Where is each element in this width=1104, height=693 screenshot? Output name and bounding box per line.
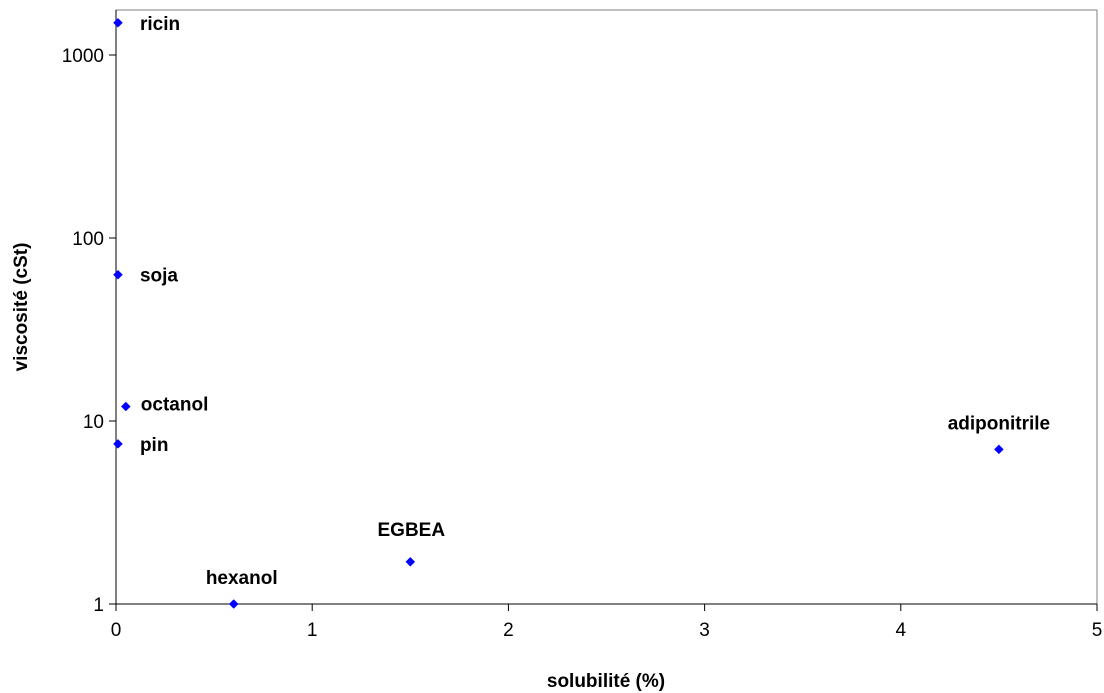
x-axis-title: solubilité (%) [547, 671, 665, 692]
y-axis-title: viscosité (cSt) [11, 243, 32, 372]
x-tick-label: 4 [896, 620, 907, 641]
data-label: adiponitrile [948, 413, 1050, 434]
data-point [113, 269, 123, 280]
data-point [228, 599, 239, 609]
x-tick-label: 3 [699, 620, 710, 641]
data-point [994, 444, 1004, 455]
y-tick-label: 1 [93, 595, 104, 616]
y-tick-label: 10 [83, 412, 104, 433]
y-tick-label: 100 [72, 229, 104, 250]
y-tick-label: 1000 [62, 46, 104, 67]
data-label: hexanol [206, 568, 278, 589]
x-tick-label: 5 [1092, 620, 1103, 641]
x-tick-label: 1 [307, 620, 318, 641]
data-points: ricin soja octanol pin hexanol EGBEA adiponitr… [113, 14, 1050, 609]
data-label: octanol [141, 395, 209, 416]
data-label: EGBEA [378, 520, 446, 541]
data-point [113, 439, 123, 449]
plot-area [115, 9, 1098, 605]
data-label: soja [140, 266, 178, 287]
data-point [113, 17, 123, 28]
data-label: pin [140, 435, 169, 456]
data-point [120, 401, 131, 412]
data-point [405, 556, 416, 567]
x-tick-label: 0 [111, 620, 122, 641]
data-label: ricin [140, 14, 180, 35]
x-tick-label: 2 [503, 620, 514, 641]
